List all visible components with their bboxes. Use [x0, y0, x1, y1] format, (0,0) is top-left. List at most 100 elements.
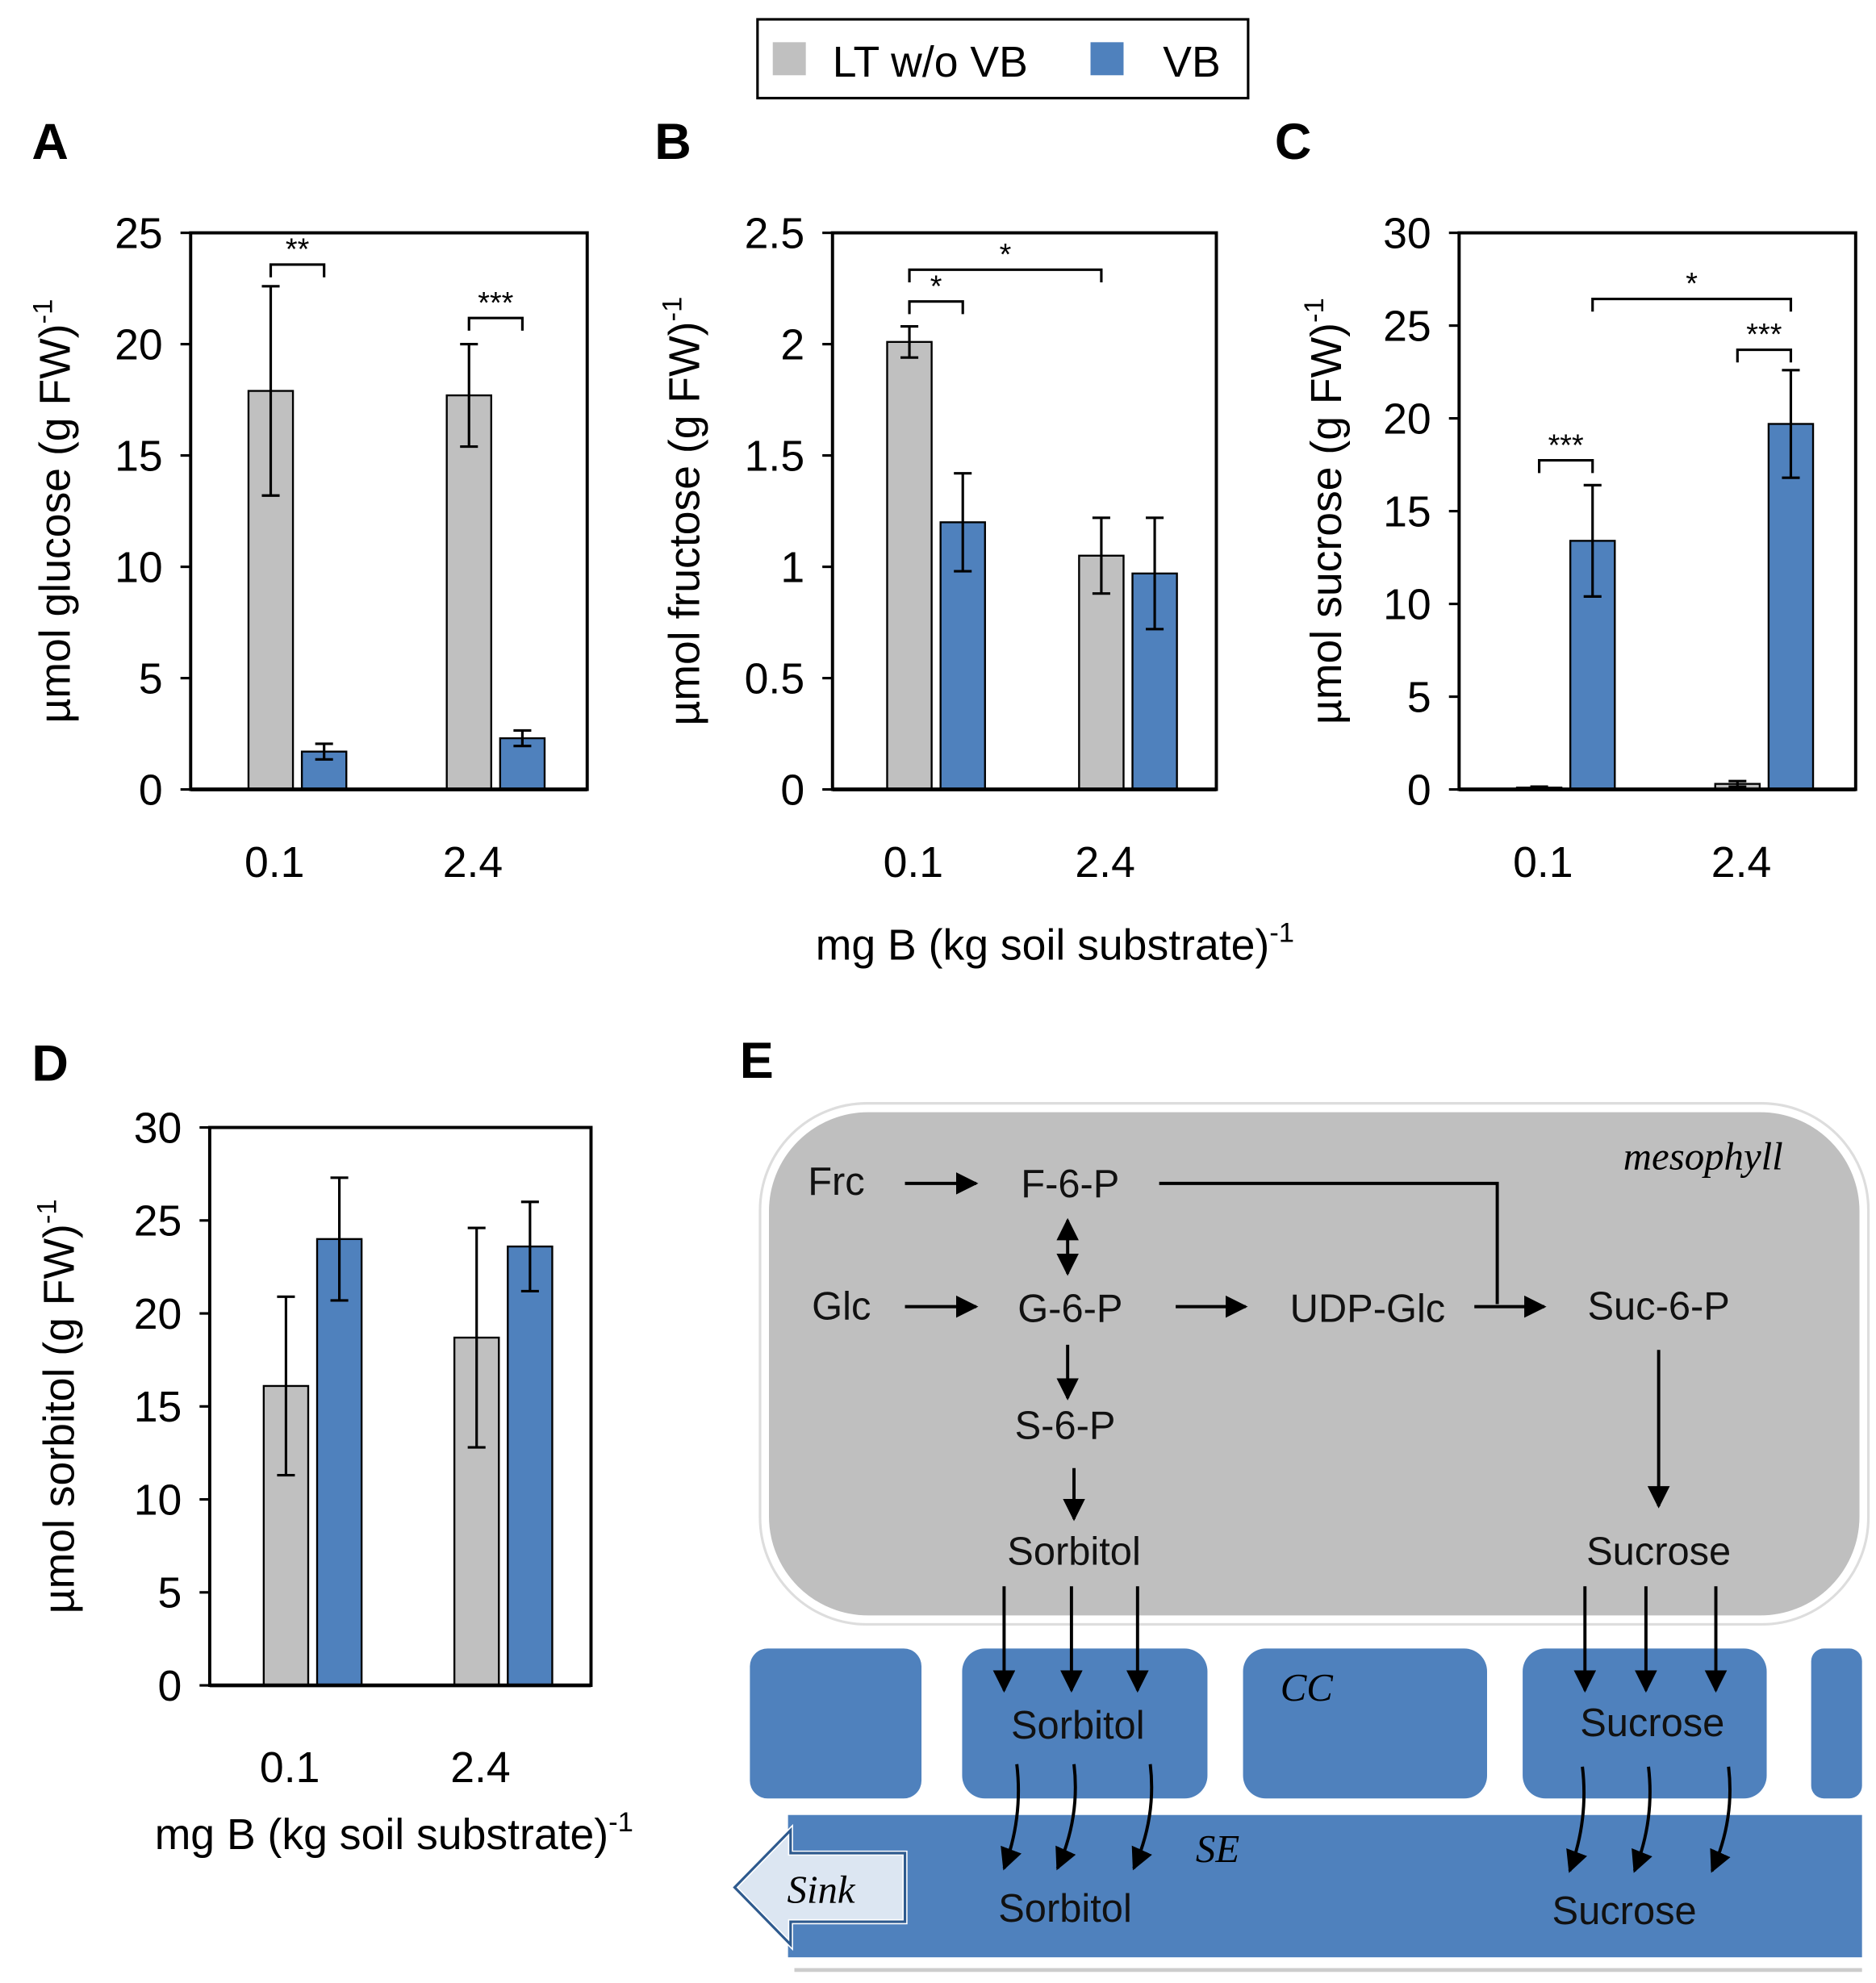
- node: S-6-P: [1015, 1404, 1116, 1447]
- cc-cell: [1243, 1648, 1487, 1799]
- error-bar: [1782, 369, 1800, 479]
- y-tick-label: 0: [1407, 766, 1431, 814]
- x-tick-label: 2.4: [443, 839, 503, 887]
- node: F-6-P: [1021, 1163, 1119, 1206]
- arrow: [1566, 1766, 1587, 1873]
- y-tick-label: 0: [157, 1663, 182, 1710]
- node: Sorbitol: [1007, 1530, 1141, 1573]
- y-axis-label: µmol fructose (g FW)-1: [657, 297, 708, 726]
- y-axis-label-text: µmol sucrose (g FW): [1303, 323, 1351, 724]
- y-tick-label: 25: [115, 211, 163, 258]
- arrow: [1055, 1764, 1077, 1871]
- error-bar: [1728, 779, 1747, 788]
- error-bar: [460, 343, 478, 449]
- y-tick-label: 2.5: [745, 211, 804, 258]
- sink-arrow-outline: [733, 1826, 907, 1948]
- x-tick-label: 2.4: [450, 1744, 510, 1792]
- cc-cell: [750, 1648, 922, 1799]
- node: Sucrose: [1552, 1889, 1697, 1933]
- significance-bracket: [908, 300, 964, 315]
- y-tick-label: 20: [1383, 395, 1431, 443]
- y-tick-label: 5: [157, 1570, 182, 1618]
- node: Sucrose: [1580, 1701, 1724, 1745]
- y-tick-label: 1: [780, 544, 804, 591]
- y-tick-label: 15: [1383, 488, 1431, 536]
- x-tick-label: 2.4: [1711, 839, 1771, 887]
- node: Sorbitol: [998, 1887, 1132, 1931]
- y-axis-label-sup: -1: [657, 297, 687, 322]
- y-axis-label-sup: -1: [31, 1199, 62, 1224]
- legend: LT w/o VB VB: [756, 18, 1250, 100]
- legend-swatch: [1090, 42, 1124, 76]
- significance-label: ***: [1548, 428, 1584, 462]
- error-bar: [513, 728, 532, 748]
- y-axis-label: µmol glucose (g FW)-1: [28, 299, 80, 724]
- significance-bracket: [1537, 458, 1594, 474]
- diagram: E mesophyll CC SE Sink Frc F-6-P Glc G-6…: [731, 1033, 1870, 1973]
- region-label: CC: [1281, 1665, 1335, 1710]
- arrow: [1632, 1766, 1652, 1873]
- panel-letter: D: [31, 1035, 69, 1092]
- arrows: [905, 1172, 1732, 1873]
- y-tick-label: 0: [780, 766, 804, 814]
- sink-label: Sink: [788, 1867, 856, 1911]
- significance-bracket: [1736, 348, 1793, 363]
- y-tick-label: 10: [115, 544, 163, 591]
- y-tick-label: 15: [115, 432, 163, 480]
- y-axis-label-sup: -1: [28, 299, 59, 324]
- error-bar: [520, 1200, 539, 1292]
- error-bar: [1092, 516, 1110, 595]
- y-tick-label: 30: [134, 1104, 182, 1152]
- error-bar: [954, 472, 972, 573]
- bar: [886, 340, 933, 791]
- y-axis-label: µmol sorbitol (g FW)-1: [31, 1199, 83, 1614]
- error-bar: [900, 324, 919, 359]
- x-tick-label: 0.1: [884, 839, 943, 887]
- y-tick-label: 5: [139, 655, 163, 703]
- y-tick-label: 0: [139, 766, 163, 814]
- y-tick-label: 15: [134, 1384, 182, 1431]
- se-cell: [788, 1814, 1862, 1958]
- x-axis-label-sup: -1: [608, 1807, 633, 1838]
- y-axis-label-sup: -1: [1299, 298, 1330, 323]
- y-tick-label: 10: [134, 1476, 182, 1524]
- panel-letter: E: [740, 1033, 774, 1089]
- cc-cell: [1811, 1648, 1862, 1799]
- y-axis-label: µmol sucrose (g FW)-1: [1299, 298, 1351, 724]
- bar: [507, 1245, 554, 1687]
- y-tick-label: 20: [134, 1291, 182, 1338]
- arrow-line: [1159, 1181, 1499, 1305]
- y-axis-label-text: µmol sorbitol (g FW): [36, 1224, 83, 1614]
- panel-letter: B: [654, 114, 691, 170]
- y-tick-label: 10: [1383, 581, 1431, 628]
- y-axis-label-text: µmol fructose (g FW): [661, 322, 708, 726]
- panel-letter: A: [31, 114, 69, 170]
- node: G-6-P: [1017, 1288, 1122, 1331]
- x-axis-label-sup: -1: [1269, 918, 1294, 949]
- y-tick-label: 2: [780, 321, 804, 369]
- y-tick-label: 1.5: [745, 432, 804, 480]
- y-tick-label: 20: [115, 321, 163, 369]
- y-tick-label: 25: [1383, 303, 1431, 350]
- mesophyll-cell: [763, 1107, 1865, 1621]
- bar: [315, 1238, 363, 1687]
- node: Sorbitol: [1011, 1704, 1145, 1747]
- node: Frc: [808, 1160, 865, 1204]
- region-label: SE: [1196, 1826, 1239, 1871]
- legend-box: [756, 18, 1250, 100]
- error-bar: [1583, 483, 1602, 598]
- node: Suc-6-P: [1587, 1284, 1729, 1328]
- bar: [445, 394, 492, 791]
- x-axis-label-text: mg B (kg soil substrate): [155, 1811, 608, 1859]
- node: Glc: [812, 1284, 871, 1328]
- x-axis-label: mg B (kg soil substrate)-1: [816, 918, 1294, 970]
- error-bar: [315, 742, 333, 761]
- node: UDP-Glc: [1290, 1288, 1446, 1331]
- significance-bracket: [467, 316, 524, 331]
- significance-label: *: [1000, 238, 1012, 272]
- x-tick-label: 0.1: [244, 839, 304, 887]
- legend-swatch: [772, 42, 806, 76]
